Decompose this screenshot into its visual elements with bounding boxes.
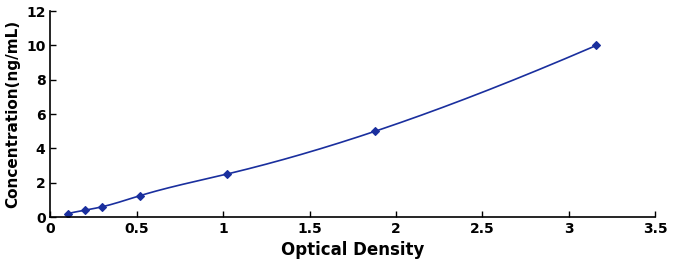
X-axis label: Optical Density: Optical Density [281,241,425,259]
Y-axis label: Concentration(ng/mL): Concentration(ng/mL) [5,20,21,208]
